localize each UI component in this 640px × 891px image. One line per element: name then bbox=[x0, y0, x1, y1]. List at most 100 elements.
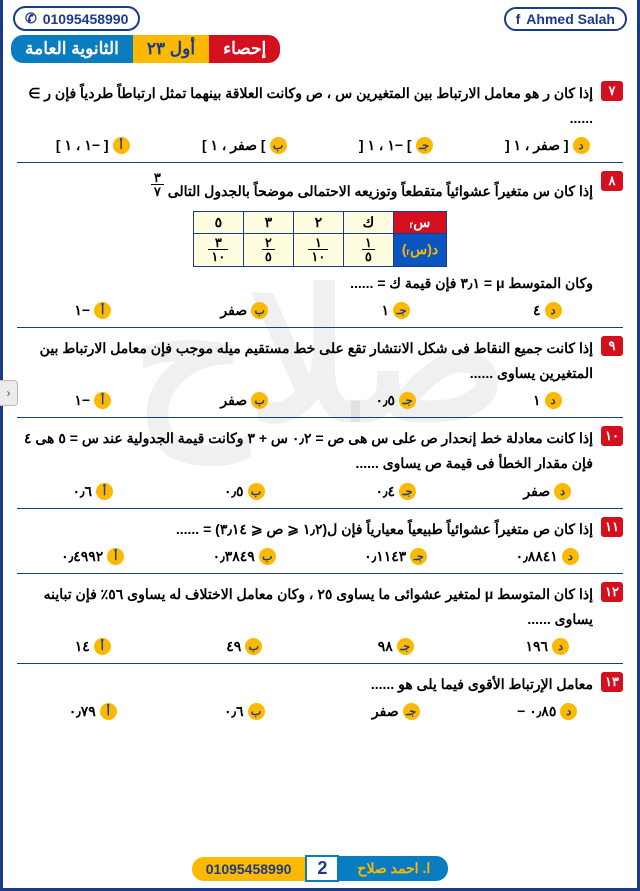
option-mark-icon: أ bbox=[96, 483, 113, 500]
question-text: معامل الإرتباط الأقوى فيما يلى هو ...... bbox=[371, 672, 593, 697]
option-mark-icon: د bbox=[545, 302, 562, 319]
option-mark-icon: د bbox=[560, 703, 577, 720]
question-number: ٩ bbox=[601, 336, 623, 356]
option[interactable]: أ ٠٫٤٩٩٢ bbox=[21, 548, 165, 565]
option-mark-icon: جـ bbox=[399, 483, 416, 500]
option-text: ٠٫٥ bbox=[224, 483, 244, 500]
option-text: ٠٫٦ bbox=[72, 483, 92, 500]
options-row: أ −١ ب صفر جـ ٠٫٥ د ١ bbox=[17, 386, 623, 411]
option[interactable]: جـ ٠٫٤ bbox=[324, 483, 468, 500]
option[interactable]: جـ ] −١ ، ١ [ bbox=[324, 137, 468, 154]
option[interactable]: د [ صفر ، ١ [ bbox=[476, 137, 620, 154]
option-text: ٩٨ bbox=[378, 638, 393, 655]
option-mark-icon: ب bbox=[248, 703, 265, 720]
facebook-name: Ahmed Salah bbox=[526, 11, 615, 27]
level-pill: الثانوية العامة bbox=[11, 35, 133, 63]
year-pill: أول ٢٣ bbox=[133, 35, 209, 63]
question: ١١ إذا كان ص متغيراً عشوائياً طبيعياً مع… bbox=[17, 509, 623, 574]
option-text: −١ bbox=[74, 392, 90, 409]
option-mark-icon: جـ bbox=[397, 638, 414, 655]
footer-page: 2 bbox=[305, 855, 339, 882]
option-text: ٠٫١١٤٣ bbox=[364, 548, 406, 565]
option[interactable]: ب ٠٫٦ bbox=[173, 703, 317, 720]
option-mark-icon: د bbox=[554, 483, 571, 500]
option[interactable]: د ١ bbox=[476, 392, 620, 409]
option[interactable]: جـ ٠٫١١٤٣ bbox=[324, 548, 468, 565]
whatsapp-badge: ✆ 01095458990 bbox=[13, 6, 140, 31]
question-number: ١١ bbox=[601, 517, 623, 537]
option[interactable]: ب ٠٫٥ bbox=[173, 483, 317, 500]
option-mark-icon: أ bbox=[113, 137, 130, 154]
subject-pill: إحصاء bbox=[209, 35, 280, 63]
option[interactable]: أ [ −١ ، ١ ] bbox=[21, 137, 165, 154]
option[interactable]: أ ١٤ bbox=[21, 638, 165, 655]
option[interactable]: جـ ٠٫٥ bbox=[324, 392, 468, 409]
option[interactable]: ب ] صفر ، ١ ] bbox=[173, 137, 317, 154]
option-text: ١ bbox=[533, 392, 541, 409]
top-contact-bar: ✆ 01095458990 f Ahmed Salah bbox=[3, 0, 637, 31]
options-row: أ −١ ب صفر جـ ١ د ٤ bbox=[17, 296, 623, 321]
option[interactable]: جـ صفر bbox=[324, 703, 468, 720]
facebook-badge: f Ahmed Salah bbox=[504, 7, 627, 31]
option-mark-icon: أ bbox=[107, 548, 124, 565]
option[interactable]: أ −١ bbox=[21, 302, 165, 319]
question-text: إذا كان ر هو معامل الارتباط بين المتغيري… bbox=[17, 81, 593, 131]
facebook-icon: f bbox=[516, 11, 521, 27]
option-mark-icon: أ bbox=[94, 302, 111, 319]
option[interactable]: أ ٠٫٦ bbox=[21, 483, 165, 500]
option-text: ] −١ ، ١ [ bbox=[359, 137, 412, 154]
option[interactable]: د ٠٫٨٥ − bbox=[476, 703, 620, 720]
option-mark-icon: أ bbox=[94, 638, 111, 655]
table-header: د(سᵣ) bbox=[393, 233, 446, 266]
option[interactable]: ب صفر bbox=[173, 302, 317, 319]
option-mark-icon: جـ bbox=[416, 137, 433, 154]
options-row: أ ١٤ ب ٤٩ جـ ٩٨ د ١٩٦ bbox=[17, 632, 623, 657]
option[interactable]: جـ ١ bbox=[324, 302, 468, 319]
option[interactable]: ب صفر bbox=[173, 392, 317, 409]
option-text: ٠٫٧٩ bbox=[69, 703, 96, 720]
option[interactable]: د صفر bbox=[476, 483, 620, 500]
question-number: ١٠ bbox=[601, 426, 623, 446]
probability-table: سᵣك٢٣٥ د(سᵣ)١٥١١٠٢٥٣١٠ bbox=[193, 211, 447, 267]
question-number: ١٣ bbox=[601, 672, 623, 692]
option[interactable]: جـ ٩٨ bbox=[324, 638, 468, 655]
question: ١٣ معامل الإرتباط الأقوى فيما يلى هو ...… bbox=[17, 664, 623, 728]
question-text: إذا كانت جميع النقاط فى شكل الانتشار تقع… bbox=[17, 336, 593, 386]
question: ١٢ إذا كان المتوسط μ لمتغير عشوائى ما يس… bbox=[17, 574, 623, 664]
option[interactable]: أ −١ bbox=[21, 392, 165, 409]
option-text: ٠٫٨٥ − bbox=[517, 703, 556, 720]
question: ٨ إذا كان س متغيراً عشوائياً متقطعاً وتو… bbox=[17, 163, 623, 327]
option-mark-icon: د bbox=[545, 392, 562, 409]
question-number: ١٢ bbox=[601, 582, 623, 602]
option-mark-icon: د bbox=[552, 638, 569, 655]
question-text: إذا كان س متغيراً عشوائياً متقطعاً وتوزي… bbox=[151, 171, 593, 204]
option[interactable]: أ ٠٫٧٩ bbox=[21, 703, 165, 720]
question: ٧ إذا كان ر هو معامل الارتباط بين المتغي… bbox=[17, 73, 623, 163]
option-mark-icon: أ bbox=[94, 392, 111, 409]
options-row: أ ٠٫٤٩٩٢ ب ٠٫٣٨٤٩ جـ ٠٫١١٤٣ د ٠٫٨٨٤١ bbox=[17, 542, 623, 567]
option-mark-icon: ب bbox=[251, 392, 268, 409]
question-number: ٧ bbox=[601, 81, 623, 101]
whatsapp-number: 01095458990 bbox=[43, 11, 129, 27]
option-text: صفر bbox=[372, 703, 399, 720]
question-text: وكان المتوسط μ = ٣٫١ فإن قيمة ك = ...... bbox=[17, 271, 623, 296]
option-text: −١ bbox=[74, 302, 90, 319]
question-text: إذا كان المتوسط μ لمتغير عشوائى ما يساوى… bbox=[17, 582, 593, 632]
question: ٩ إذا كانت جميع النقاط فى شكل الانتشار ت… bbox=[17, 328, 623, 418]
option-text: صفر bbox=[523, 483, 550, 500]
option-text: صفر bbox=[220, 392, 247, 409]
options-row: أ ٠٫٧٩ ب ٠٫٦ جـ صفر د ٠٫٨٥ − bbox=[17, 697, 623, 722]
option-text: ١٩٦ bbox=[525, 638, 548, 655]
question-number: ٨ bbox=[601, 171, 623, 191]
option[interactable]: د ٠٫٨٨٤١ bbox=[476, 548, 620, 565]
option-mark-icon: ب bbox=[270, 137, 287, 154]
questions-container: ٧ إذا كان ر هو معامل الارتباط بين المتغي… bbox=[3, 69, 637, 728]
option[interactable]: ب ٤٩ bbox=[173, 638, 317, 655]
option[interactable]: د ١٩٦ bbox=[476, 638, 620, 655]
option-mark-icon: ب bbox=[259, 548, 276, 565]
option-text: ٤٩ bbox=[226, 638, 241, 655]
option-mark-icon: جـ bbox=[410, 548, 427, 565]
option[interactable]: ب ٠٫٣٨٤٩ bbox=[173, 548, 317, 565]
option-text: صفر bbox=[220, 302, 247, 319]
option[interactable]: د ٤ bbox=[476, 302, 620, 319]
